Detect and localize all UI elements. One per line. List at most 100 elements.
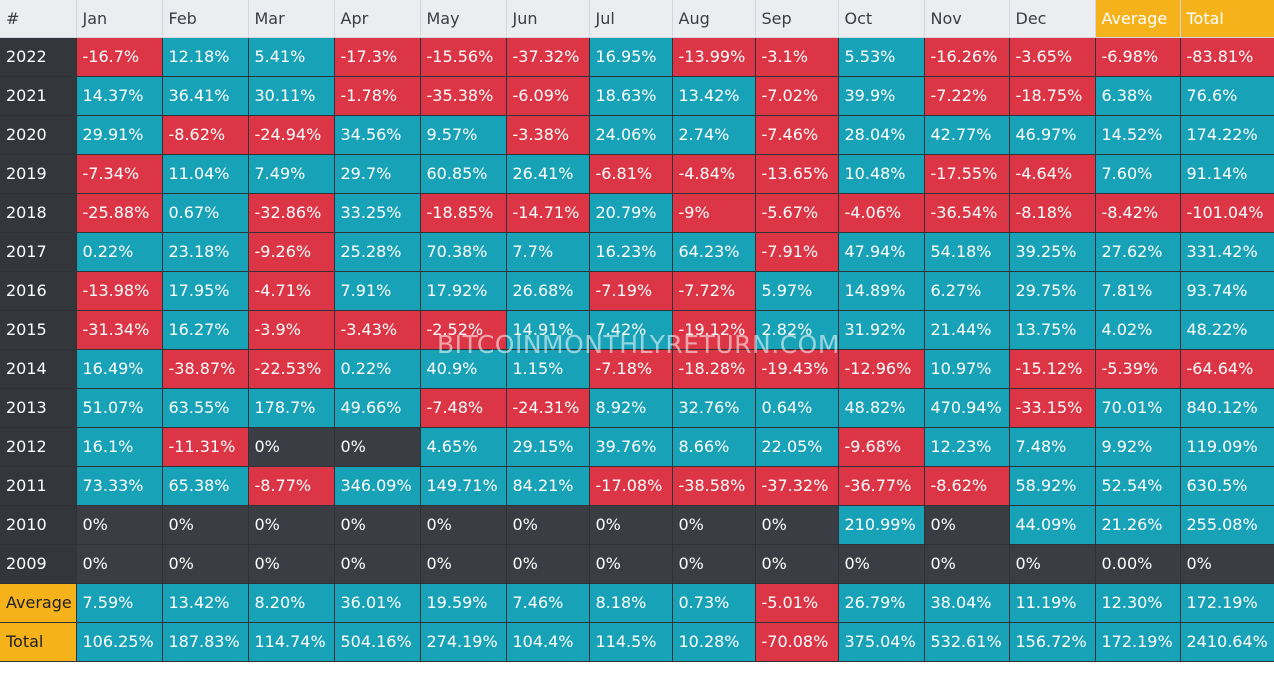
return-cell: 0% — [334, 505, 421, 545]
column-header-feb[interactable]: Feb — [162, 0, 249, 38]
return-cell: 0% — [924, 544, 1010, 584]
column-header-jan[interactable]: Jan — [76, 0, 163, 38]
column-header-jul[interactable]: Jul — [589, 0, 673, 38]
row-label: 2012 — [0, 427, 77, 467]
return-cell: -24.31% — [506, 388, 590, 428]
return-cell: 54.18% — [924, 232, 1010, 272]
return-cell: 13.42% — [162, 583, 249, 623]
return-cell: -4.71% — [248, 271, 335, 311]
column-header-oct[interactable]: Oct — [838, 0, 925, 38]
return-cell: 48.22% — [1180, 310, 1274, 350]
column-header-index[interactable]: # — [0, 0, 77, 38]
return-cell: -15.56% — [420, 37, 507, 77]
return-cell: -13.99% — [672, 37, 756, 77]
return-cell: 255.08% — [1180, 505, 1274, 545]
return-cell: -18.75% — [1009, 76, 1096, 116]
return-cell: 11.19% — [1009, 583, 1096, 623]
return-cell: -9.68% — [838, 427, 925, 467]
column-header-apr[interactable]: Apr — [334, 0, 421, 38]
return-cell: 29.15% — [506, 427, 590, 467]
return-cell: -3.43% — [334, 310, 421, 350]
return-cell: 16.95% — [589, 37, 673, 77]
return-cell: -9% — [672, 193, 756, 233]
return-cell: 60.85% — [420, 154, 507, 194]
return-cell: 9.57% — [420, 115, 507, 155]
return-cell: 27.62% — [1095, 232, 1181, 272]
table-row: 2022 -16.7% 12.18% 5.41% -17.3% -15.56% -37.32… — [0, 37, 1274, 77]
return-cell: 104.4% — [506, 622, 590, 662]
column-header-average[interactable]: Average — [1095, 0, 1181, 38]
return-cell: 6.38% — [1095, 76, 1181, 116]
return-cell: -4.84% — [672, 154, 756, 194]
return-cell: -8.42% — [1095, 193, 1181, 233]
return-cell: 36.41% — [162, 76, 249, 116]
return-cell: 21.44% — [924, 310, 1010, 350]
return-cell: 13.75% — [1009, 310, 1096, 350]
return-cell: 29.7% — [334, 154, 421, 194]
return-cell: 19.59% — [420, 583, 507, 623]
return-cell: -3.9% — [248, 310, 335, 350]
return-cell: 6.27% — [924, 271, 1010, 311]
return-cell: -38.87% — [162, 349, 249, 389]
return-cell: 58.92% — [1009, 466, 1096, 506]
return-cell: 178.7% — [248, 388, 335, 428]
column-header-nov[interactable]: Nov — [924, 0, 1010, 38]
table-row: 2009 0% 0% 0% 0% 0% 0% 0% 0% 0% 0% 0% 0% 0.00% 0% — [0, 544, 1274, 584]
return-cell: -8.62% — [924, 466, 1010, 506]
return-cell: 2410.64% — [1180, 622, 1274, 662]
return-cell: -8.62% — [162, 115, 249, 155]
row-label: 2009 — [0, 544, 77, 584]
return-cell: -17.55% — [924, 154, 1010, 194]
return-cell: -25.88% — [76, 193, 163, 233]
return-cell: 149.71% — [420, 466, 507, 506]
return-cell: 36.01% — [334, 583, 421, 623]
return-cell: 16.1% — [76, 427, 163, 467]
return-cell: -24.94% — [248, 115, 335, 155]
table-row: 2018 -25.88% 0.67% -32.86% 33.25% -18.85% -14.… — [0, 193, 1274, 233]
return-cell: 0.67% — [162, 193, 249, 233]
return-cell: 10.97% — [924, 349, 1010, 389]
return-cell: 17.95% — [162, 271, 249, 311]
return-cell: 0% — [248, 505, 335, 545]
column-header-aug[interactable]: Aug — [672, 0, 756, 38]
return-cell: 49.66% — [334, 388, 421, 428]
column-header-mar[interactable]: Mar — [248, 0, 335, 38]
return-cell: 0% — [506, 505, 590, 545]
return-cell: 42.77% — [924, 115, 1010, 155]
return-cell: 532.61% — [924, 622, 1010, 662]
return-cell: 93.74% — [1180, 271, 1274, 311]
return-cell: 187.83% — [162, 622, 249, 662]
return-cell: 22.05% — [755, 427, 839, 467]
table-row: 2021 14.37% 36.41% 30.11% -1.78% -35.38% -6.09… — [0, 76, 1274, 116]
return-cell: 114.74% — [248, 622, 335, 662]
return-cell: 7.48% — [1009, 427, 1096, 467]
return-cell: 0% — [672, 505, 756, 545]
return-cell: 4.02% — [1095, 310, 1181, 350]
return-cell: 0% — [755, 544, 839, 584]
column-header-jun[interactable]: Jun — [506, 0, 590, 38]
return-cell: 14.91% — [506, 310, 590, 350]
column-header-may[interactable]: May — [420, 0, 507, 38]
return-cell: 7.60% — [1095, 154, 1181, 194]
return-cell: 11.04% — [162, 154, 249, 194]
return-cell: -7.48% — [420, 388, 507, 428]
return-cell: -7.34% — [76, 154, 163, 194]
return-cell: 26.68% — [506, 271, 590, 311]
column-header-dec[interactable]: Dec — [1009, 0, 1096, 38]
column-header-sep[interactable]: Sep — [755, 0, 839, 38]
row-label: 2020 — [0, 115, 77, 155]
return-cell: 39.76% — [589, 427, 673, 467]
column-header-total[interactable]: Total — [1180, 0, 1274, 38]
return-cell: -7.91% — [755, 232, 839, 272]
return-cell: -64.64% — [1180, 349, 1274, 389]
return-cell: 70.38% — [420, 232, 507, 272]
return-cell: 8.18% — [589, 583, 673, 623]
return-cell: 0% — [1009, 544, 1096, 584]
return-cell: -17.3% — [334, 37, 421, 77]
return-cell: 0.64% — [755, 388, 839, 428]
return-cell: 34.56% — [334, 115, 421, 155]
return-cell: 44.09% — [1009, 505, 1096, 545]
return-cell: -17.08% — [589, 466, 673, 506]
table-body: 2022 -16.7% 12.18% 5.41% -17.3% -15.56% -37.32… — [0, 37, 1274, 662]
table-row: 2016 -13.98% 17.95% -4.71% 7.91% 17.92% 26.68%… — [0, 271, 1274, 311]
